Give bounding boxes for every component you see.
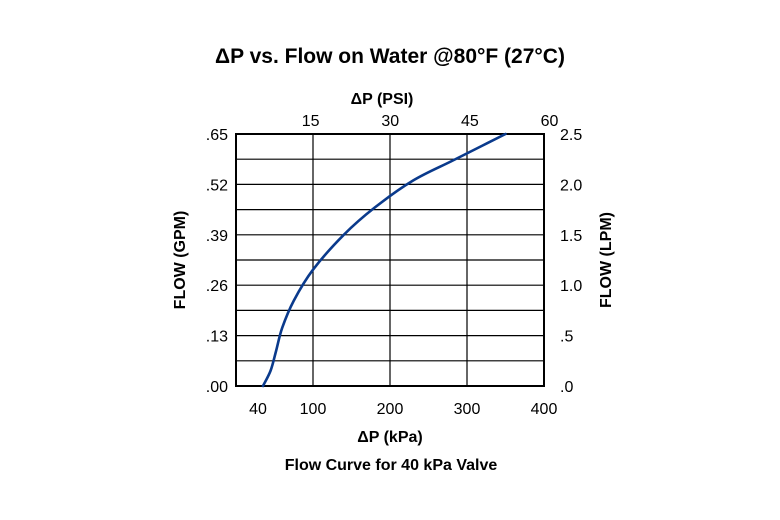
x2-tick-label: 60 xyxy=(541,113,559,130)
chart-title: ΔP vs. Flow on Water @80°F (27°C) xyxy=(215,45,565,68)
chart-caption: Flow Curve for 40 kPa Valve xyxy=(285,457,498,474)
flow-curve-line xyxy=(261,132,507,388)
y2-tick-label: 2.5 xyxy=(560,127,582,144)
top-axis-label: ΔP (PSI) xyxy=(351,91,414,108)
x2-tick-label: 15 xyxy=(302,113,320,130)
y-tick-label: .52 xyxy=(206,177,228,194)
y-tick-label: .65 xyxy=(206,127,228,144)
x2-tick-label: 45 xyxy=(461,113,479,130)
y-tick-label: .00 xyxy=(206,379,228,396)
bottom-axis-label: ΔP (kPa) xyxy=(357,429,422,446)
x-tick-label: 40 xyxy=(249,401,267,418)
x-tick-label: 200 xyxy=(377,401,404,418)
y-tick-label: .39 xyxy=(206,228,228,245)
x-tick-label: 400 xyxy=(531,401,558,418)
x2-tick-label: 30 xyxy=(381,113,399,130)
x-tick-label: 100 xyxy=(300,401,327,418)
y-tick-label: .13 xyxy=(206,329,228,346)
grid xyxy=(236,134,544,386)
y2-tick-label: 2.0 xyxy=(560,177,582,194)
tick-labels: 40 100 200 300 400 15 30 45 60 .00 .13 .26 .39 .52 .65… xyxy=(206,113,583,418)
right-axis-label: FLOW (LPM) xyxy=(598,212,615,308)
y2-tick-label: 1.5 xyxy=(560,228,582,245)
x-tick-label: 300 xyxy=(454,401,481,418)
plot-frame xyxy=(235,133,545,387)
y-tick-label: .26 xyxy=(206,278,228,295)
y2-tick-label: .5 xyxy=(560,329,573,346)
y2-tick-label: 1.0 xyxy=(560,278,582,295)
series-layer xyxy=(261,132,507,388)
y2-tick-label: .0 xyxy=(560,379,573,396)
left-axis-label: FLOW (GPM) xyxy=(172,211,189,310)
